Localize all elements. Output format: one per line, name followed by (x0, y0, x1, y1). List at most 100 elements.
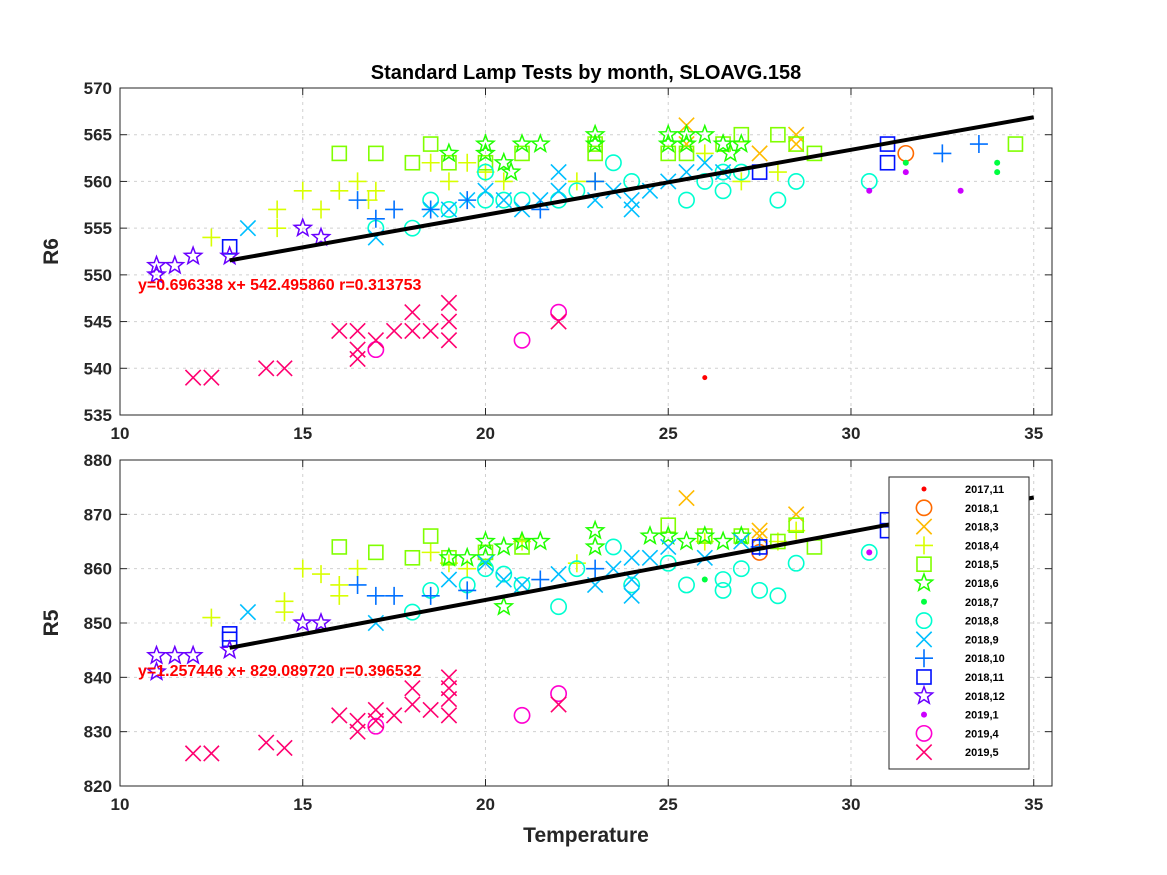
legend-marker (913, 571, 935, 593)
legend-marker (916, 669, 932, 685)
data-point (769, 191, 787, 209)
data-point (439, 554, 458, 573)
legend: 2017,11 2018,1 2018,3 2018,4 2018,5 2018,6 201… (888, 476, 1030, 770)
legend-item: 2019,1 (921, 710, 999, 722)
data-point (348, 191, 367, 210)
series-2018-12 (145, 611, 332, 681)
data-point (493, 151, 515, 172)
x-tick-label: 20 (476, 424, 495, 443)
data-point (182, 644, 204, 665)
data-point (268, 200, 287, 219)
data-point (440, 571, 458, 588)
data-point (751, 581, 769, 599)
data-point (733, 126, 750, 143)
series-2018-6 (438, 123, 752, 182)
data-point (367, 341, 385, 359)
data-point (458, 191, 477, 210)
data-point (902, 159, 909, 166)
x-tick-label: 25 (659, 795, 678, 814)
data-point (202, 228, 221, 247)
data-point (531, 570, 550, 589)
data-point (994, 159, 1001, 166)
legend-item: 2018,1 (915, 499, 999, 517)
data-point (787, 506, 805, 523)
data-point (495, 191, 512, 209)
data-point (701, 576, 708, 583)
data-point (770, 533, 786, 550)
x-tick-label: 10 (111, 795, 130, 814)
data-point (367, 717, 385, 735)
legend-label: 2018,6 (965, 578, 999, 590)
x-axis-label: Temperature (523, 824, 649, 847)
data-point (221, 626, 238, 642)
data-point (639, 524, 661, 546)
data-point (866, 187, 873, 194)
series-2019-1 (866, 169, 964, 194)
legend-marker (915, 631, 933, 648)
legend-marker (913, 684, 935, 705)
data-point (456, 546, 478, 567)
data-point (732, 172, 751, 191)
data-point (239, 603, 257, 621)
data-point (268, 219, 287, 238)
data-point (404, 322, 421, 340)
legend-marker (921, 598, 927, 605)
data-point (145, 254, 168, 275)
legend-item: 2018,4 (915, 536, 1000, 555)
data-point (702, 375, 708, 381)
data-point (712, 530, 734, 551)
data-point (348, 575, 367, 594)
x-tick-label: 15 (293, 424, 312, 443)
data-point (806, 539, 823, 555)
data-point (730, 132, 752, 154)
data-point (331, 707, 348, 724)
x-tick-label: 20 (476, 795, 495, 814)
data-point (514, 145, 530, 162)
data-point (440, 201, 458, 218)
data-point (257, 734, 275, 751)
legend-label: 2018,9 (965, 634, 999, 646)
data-point (787, 172, 805, 190)
data-point (678, 576, 695, 594)
data-point (312, 200, 331, 219)
data-point (331, 322, 348, 340)
series-2019-5 (184, 294, 567, 386)
data-point (440, 313, 458, 330)
legend-marker (915, 518, 933, 535)
data-point (657, 132, 679, 154)
data-point (514, 539, 530, 555)
data-point (202, 608, 221, 627)
data-point (586, 559, 605, 578)
legend-label: 2017,11 (965, 484, 1004, 496)
data-point (623, 576, 641, 594)
panel-1: 10 15 20 25 30 35 535 540 545 550 555 560 565 570 R6 St… (40, 62, 1053, 443)
legend-item: 2018,3 (915, 518, 999, 535)
data-point (513, 706, 531, 724)
y-axis-label: R6 (40, 238, 63, 265)
data-point (695, 144, 714, 163)
legend-item: 2018,9 (915, 631, 999, 648)
data-point (897, 144, 915, 162)
data-point (367, 332, 385, 349)
data-point (660, 145, 677, 162)
data-point (331, 539, 348, 555)
series-2018-6 (438, 519, 752, 616)
data-point (587, 145, 603, 162)
data-point (349, 350, 366, 368)
data-point (404, 696, 421, 713)
data-point (310, 226, 332, 247)
data-point (421, 153, 440, 172)
data-point (511, 132, 533, 154)
data-point (676, 530, 698, 551)
data-point (439, 172, 458, 191)
data-point (730, 524, 752, 546)
legend-marker (915, 536, 933, 555)
data-point (441, 154, 457, 171)
data-point (584, 519, 606, 540)
data-point (902, 169, 909, 176)
data-point (787, 554, 805, 572)
data-point (584, 123, 606, 144)
data-point (239, 219, 257, 237)
legend-box (888, 476, 1030, 770)
